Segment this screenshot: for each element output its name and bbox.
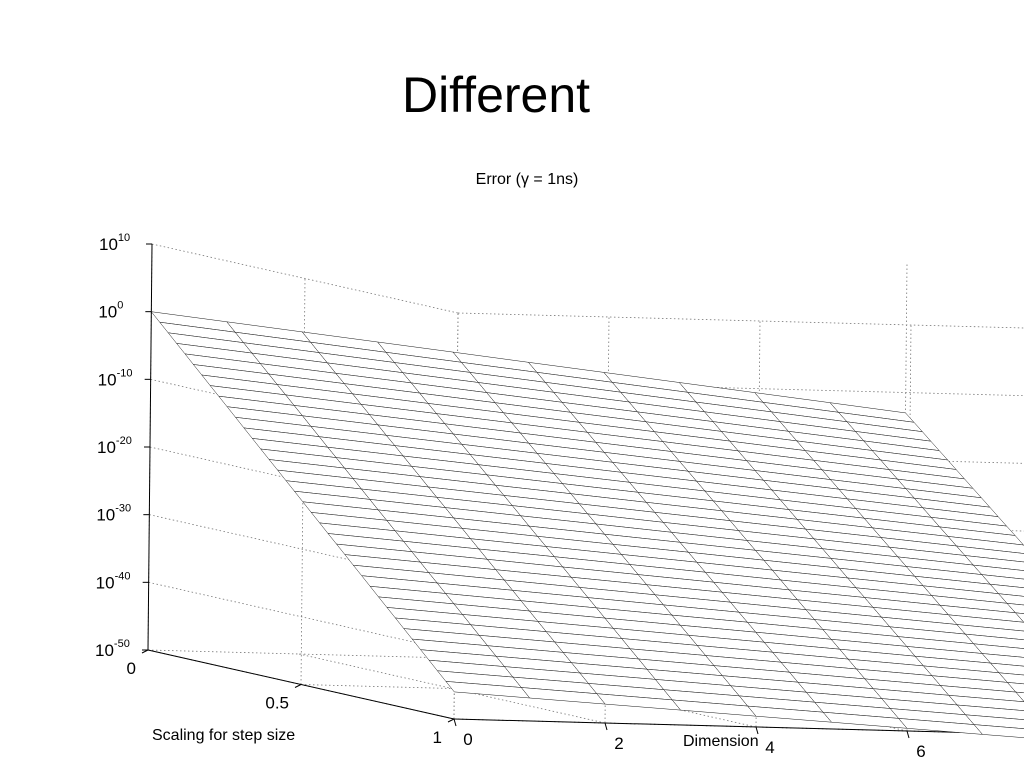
x-axis-line xyxy=(453,718,1024,735)
error-surface xyxy=(150,311,1024,738)
z-tick-label: 10-10 xyxy=(98,367,133,389)
surface-patch xyxy=(965,714,1024,729)
surface-patch xyxy=(998,672,1024,685)
y-tick-label: 1 xyxy=(433,728,442,747)
z-tick-label: 1010 xyxy=(99,232,130,254)
surface-patch xyxy=(964,633,1024,649)
grid-line xyxy=(148,581,455,652)
surface-patch xyxy=(1014,612,1024,623)
x-tick-mark xyxy=(453,718,457,727)
x-tick-label: 0 xyxy=(463,730,472,749)
surface-patch xyxy=(947,614,1024,632)
z-tick-label: 10-40 xyxy=(96,570,131,592)
surface-patch xyxy=(948,694,1024,711)
surface-patch xyxy=(1006,682,1024,694)
slide-title: Different xyxy=(401,67,591,123)
surface-patch xyxy=(989,583,1024,597)
grid-line xyxy=(457,312,1024,329)
x-tick-mark xyxy=(604,722,608,731)
plot-title-prefix: Error ( xyxy=(476,171,522,188)
z-tick-label: 10-20 xyxy=(97,435,132,457)
surface-patch xyxy=(956,624,1024,641)
x-axis-label: Dimension xyxy=(683,733,759,750)
z-tick-label: 100 xyxy=(98,300,123,322)
surface-patch xyxy=(947,536,1024,554)
y-axis-label: Scaling for step size xyxy=(152,727,295,744)
grid-line xyxy=(151,243,459,314)
plot-title-suffix: = 1ns) xyxy=(529,171,578,188)
x-tick-label: 4 xyxy=(765,738,774,757)
x-tick-mark xyxy=(755,726,759,735)
surface-patch xyxy=(956,704,1024,720)
surface-patch xyxy=(939,685,1024,703)
y-tick-mark xyxy=(447,718,455,723)
surface-patch xyxy=(1015,691,1024,702)
surface-patch xyxy=(981,574,1024,588)
y-tick-mark xyxy=(141,649,149,654)
surface-patch xyxy=(1006,602,1024,614)
surface-patch xyxy=(964,555,1024,571)
x-tick-label: 2 xyxy=(614,734,623,753)
y-tick-label: 0.5 xyxy=(265,694,289,713)
x-tick-mark xyxy=(906,730,910,739)
surface-patch xyxy=(973,643,1024,658)
x-tick-label: 6 xyxy=(916,742,925,761)
y-tick-label: 0 xyxy=(127,659,136,678)
z-tick-label: 10-50 xyxy=(95,638,130,660)
surface-patch xyxy=(955,545,1024,563)
surface-patch xyxy=(981,653,1024,667)
surface-patch xyxy=(973,724,1024,738)
surface-patch xyxy=(990,662,1024,676)
plot-title: Error (γ = 1ns) xyxy=(476,171,579,188)
y-tick-mark xyxy=(294,684,302,688)
z-tick-label: 10-30 xyxy=(96,503,131,525)
plot-title-gamma: γ xyxy=(521,171,529,188)
surface-patch xyxy=(997,593,1024,606)
